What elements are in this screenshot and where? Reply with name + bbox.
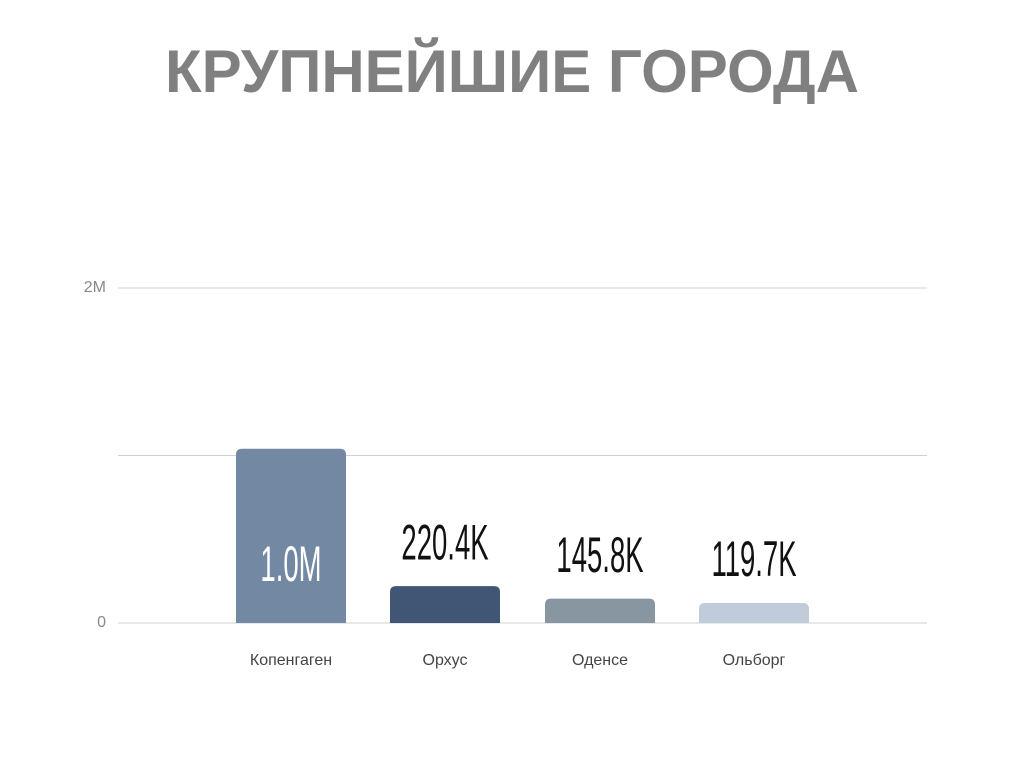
y-tick-label: 0 [97, 614, 106, 631]
bar [699, 602, 809, 623]
y-tick-label: 2M [84, 279, 106, 296]
value-label: 220.4K [401, 513, 488, 570]
chart-title: КРУПНЕЙШИЕ ГОРОДА [165, 38, 859, 105]
value-label: 119.7K [711, 530, 796, 587]
x-tick-label: Копенгаген [250, 652, 332, 669]
value-label: 1.0M [260, 535, 321, 592]
bar [390, 586, 500, 623]
x-tick-label: Ольборг [723, 652, 786, 669]
bar [545, 598, 655, 623]
x-tick-label: Орхус [423, 652, 468, 669]
x-tick-label: Оденсе [572, 652, 628, 669]
bar [236, 448, 346, 623]
value-label: 145.8K [556, 526, 643, 583]
